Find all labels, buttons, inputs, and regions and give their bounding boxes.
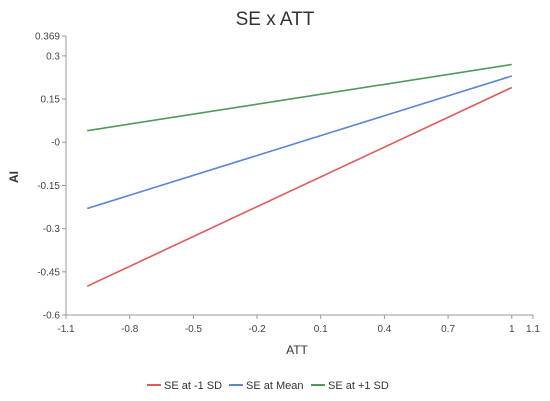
y-tick-label: -0.3 [43,224,61,235]
series-lines [86,63,513,287]
x-ticks: -1.1 -0.8 -0.5 -0.2 0.1 0.4 0.7 1 1.1 [57,315,540,335]
y-tick-label: -0.45 [37,267,60,278]
y-tick-label: -0 [51,138,60,149]
y-tick-label: 0.15 [41,95,61,106]
legend-item: SE at Mean [229,380,303,392]
x-tick-label: 0.4 [377,324,391,335]
legend-item: SE at -1 SD [147,380,222,392]
x-tick-label: 1 [509,324,515,335]
legend-label: SE at -1 SD [164,380,222,392]
x-tick-label: -0.8 [121,324,139,335]
x-axis-label: ATT [286,343,308,357]
legend-item: SE at +1 SD [311,380,389,392]
x-tick-label: -0.5 [185,324,203,335]
legend-label: SE at Mean [246,380,303,392]
y-ticks: 0.369 0.3 0.15 -0 -0.15 -0.3 -0.45 -0.6 [35,32,66,322]
series-line-1 [86,86,513,287]
legend-label: SE at +1 SD [328,380,389,392]
y-tick-label: 0.3 [46,51,60,62]
y-tick-label: 0.369 [35,32,60,43]
y-axis-label: AI [7,171,21,183]
x-tick-label: -0.2 [248,324,266,335]
y-tick-label: -0.6 [43,311,61,322]
x-tick-label: -1.1 [57,324,75,335]
chart-title: SE x ATT [236,9,315,30]
axes [65,36,533,316]
x-tick-label: 1.1 [526,324,540,335]
series-line-3 [87,63,512,132]
x-tick-label: 0.7 [441,324,455,335]
series-line-2 [86,75,513,210]
legend: SE at -1 SD SE at Mean SE at +1 SD [147,380,389,392]
x-tick-label: 0.1 [314,324,328,335]
y-tick-label: -0.15 [37,181,60,192]
